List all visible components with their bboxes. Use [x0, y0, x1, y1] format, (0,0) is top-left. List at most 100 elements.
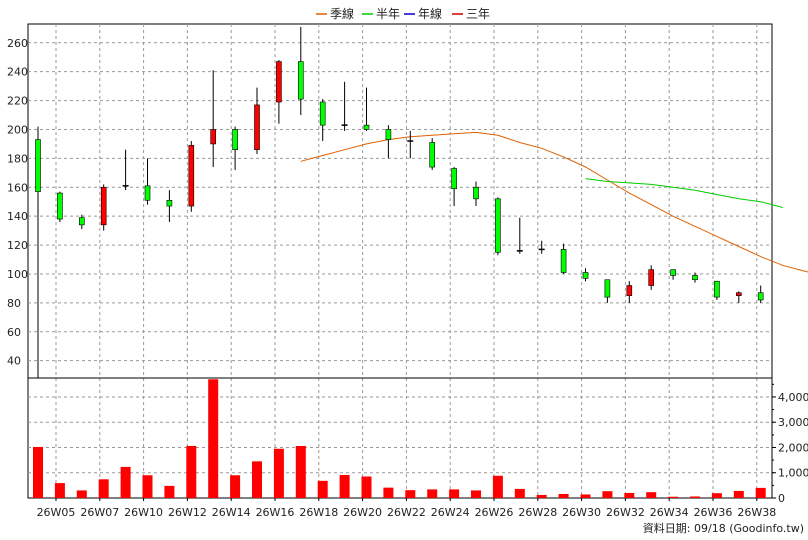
candle-body [473, 186, 479, 200]
candle-body [166, 199, 173, 207]
candle-body [210, 129, 216, 145]
candle [363, 87, 370, 131]
data-date-credit: 資料日期: 09/18 (Goodinfo.tw) [643, 521, 804, 535]
price-tick-label: 40 [7, 355, 21, 368]
candle-body [626, 285, 633, 296]
volume-bar [339, 475, 350, 498]
volume-bar [471, 490, 481, 498]
volume-bar [514, 488, 525, 498]
volume-bar [273, 448, 284, 498]
volume-bar [295, 445, 306, 498]
volume-bar [76, 490, 87, 498]
volume-bar [427, 489, 438, 498]
candle [166, 190, 173, 222]
candle [57, 191, 63, 222]
legend-label: 季線 [330, 6, 354, 21]
price-grid [28, 24, 772, 498]
volume-bar [492, 475, 503, 498]
candle [714, 280, 720, 300]
volume-bar [558, 493, 569, 498]
candle [538, 240, 545, 254]
legend-label: 年線 [418, 6, 442, 21]
volume-tick-label: 2,000 [778, 441, 808, 454]
candle [692, 272, 698, 283]
volume-bar [624, 492, 635, 498]
volume-bar [690, 496, 700, 498]
candle [451, 167, 457, 207]
candle [495, 197, 501, 256]
volume-axis: 0 1,000 2,000 3,000 4,000 [772, 383, 808, 505]
volume-bar [668, 496, 679, 498]
x-tick-label: 26W05 [37, 506, 76, 519]
candle-body [648, 269, 655, 286]
volume-tick-label: 3,000 [778, 416, 808, 429]
candle-body [582, 272, 589, 279]
candle-body [319, 101, 326, 126]
volume-bar [602, 491, 613, 498]
volume-panel: 0 1,000 2,000 3,000 4,000 [27, 377, 808, 505]
volume-bar [536, 494, 547, 498]
legend-label: 三年 [466, 7, 490, 21]
candle-body [297, 61, 304, 100]
x-tick-label: 26W38 [737, 506, 776, 519]
candle [341, 81, 348, 131]
candle [35, 126, 41, 378]
candle [79, 214, 85, 230]
x-tick-label: 26W34 [650, 506, 689, 519]
candle-body [604, 279, 611, 298]
volume-plot-frame [27, 377, 773, 499]
price-tick-label: 140 [7, 210, 28, 223]
x-tick-label: 26W10 [124, 506, 163, 519]
volume-bar [120, 466, 131, 498]
volume-bar [54, 483, 65, 498]
legend-label: 半年 [376, 7, 400, 21]
candle [560, 243, 567, 274]
volume-bar [230, 475, 241, 498]
price-panel: 40 60 80 100 120 140 160 180 200 220 240 260 [7, 23, 808, 498]
price-tick-label: 260 [7, 37, 28, 50]
candle [473, 181, 479, 207]
candle-body [495, 198, 501, 253]
x-tick-label: 26W07 [80, 506, 119, 519]
price-tick-label: 220 [7, 95, 28, 108]
candle-body [757, 292, 764, 301]
candle [210, 70, 216, 168]
candle-body [79, 217, 85, 226]
candle [100, 184, 107, 231]
candle-body [560, 249, 567, 273]
volume-bar [252, 461, 262, 498]
candle [319, 99, 326, 142]
x-tick-label: 26W30 [562, 506, 601, 519]
x-tick-label: 26W16 [256, 506, 295, 519]
x-tick-label: 26W28 [518, 506, 557, 519]
volume-bars [33, 379, 766, 498]
volume-bar [755, 487, 766, 498]
volume-bar [405, 490, 416, 498]
candle-body [144, 185, 151, 201]
volume-tick-label: 4,000 [778, 391, 808, 404]
candle [604, 279, 611, 303]
volume-bar [646, 492, 657, 498]
x-tick-label: 26W32 [606, 506, 645, 519]
volume-bar [164, 485, 175, 498]
volume-bar [580, 494, 591, 498]
candle [735, 291, 742, 303]
candle-body [100, 186, 107, 226]
candle-body [385, 129, 392, 140]
x-tick-label: 26W22 [387, 506, 426, 519]
candle-body [429, 142, 436, 168]
candle-body [692, 275, 698, 281]
candle [122, 149, 129, 191]
candle [670, 269, 676, 280]
candle-body [363, 124, 370, 130]
candle [297, 26, 304, 116]
candle [648, 265, 655, 290]
candle-body [276, 61, 282, 103]
candle [626, 281, 633, 303]
price-plot-frame [27, 23, 773, 379]
candle-body [35, 139, 41, 192]
candle-body [670, 269, 676, 276]
price-tick-label: 160 [7, 181, 28, 194]
candle [276, 60, 282, 124]
